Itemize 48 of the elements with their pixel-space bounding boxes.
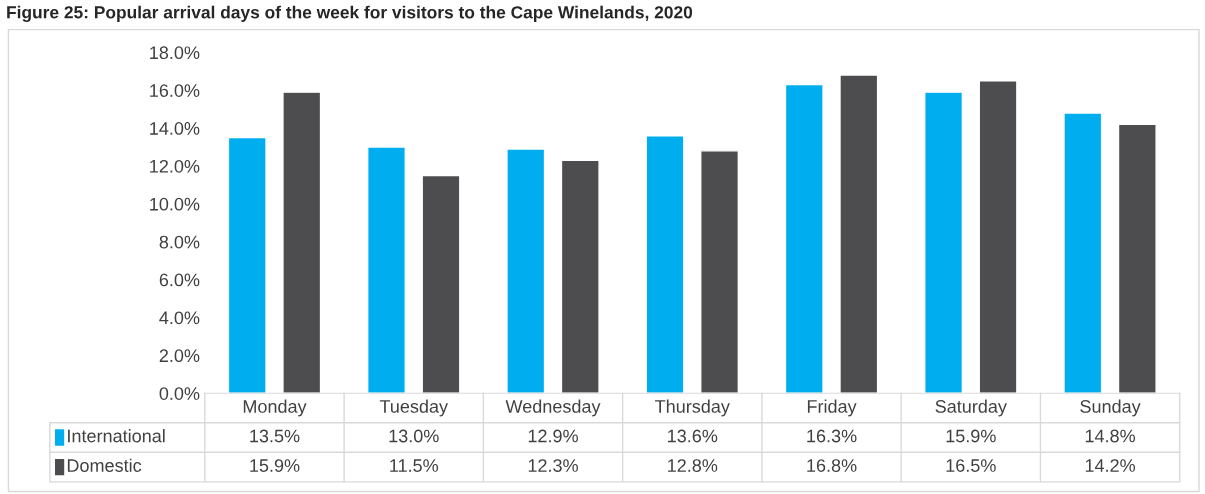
data-label: 16.8% <box>807 459 857 472</box>
data-label: 16.5% <box>946 459 996 472</box>
legend-label: Domestic <box>67 458 142 472</box>
legend-label: International <box>68 429 165 443</box>
data-label: 13.5% <box>250 429 300 443</box>
y-tick-label: 6.0% <box>159 273 200 287</box>
data-label: 15.9% <box>946 429 996 443</box>
bar <box>784 83 824 394</box>
bar <box>924 91 964 394</box>
data-label: 14.2% <box>1085 459 1136 472</box>
x-tick-label: Monday <box>243 399 307 417</box>
data-label: 11.5% <box>390 459 439 472</box>
bar <box>645 134 685 394</box>
x-tick-label: Wednesday <box>505 399 601 417</box>
y-tick-label: 18.0% <box>150 46 200 60</box>
y-tick-label: 0.0% <box>159 387 200 400</box>
y-tick-label: 16.0% <box>150 84 200 97</box>
data-label: 13.0% <box>389 429 439 443</box>
bar <box>421 174 461 394</box>
x-tick-label: Tuesday <box>379 399 448 417</box>
x-tick-label: Sunday <box>1080 399 1141 417</box>
y-tick-label: 4.0% <box>159 311 200 325</box>
data-label: 12.9% <box>528 429 578 443</box>
bar <box>366 146 406 394</box>
chart-title: Figure 25: Popular arrival days of the week for visitors to the Cape Winelands, 2020 <box>7 5 693 22</box>
x-tick-label: Saturday <box>935 399 1007 417</box>
bar <box>227 136 267 394</box>
bar <box>700 150 740 394</box>
data-label: 13.6% <box>668 429 718 443</box>
y-tick-label: 8.0% <box>159 235 200 249</box>
bar <box>978 80 1018 394</box>
bar <box>506 148 546 394</box>
bar <box>839 74 879 394</box>
bar <box>1117 123 1157 394</box>
bar <box>1063 112 1103 394</box>
data-label: 15.9% <box>250 459 300 472</box>
y-tick-label: 10.0% <box>150 197 200 211</box>
data-label: 16.3% <box>807 429 857 443</box>
data-label: 14.8% <box>1085 429 1136 443</box>
y-tick-label: 14.0% <box>150 122 200 135</box>
data-label: 12.3% <box>528 459 578 472</box>
y-tick-label: 12.0% <box>150 159 200 173</box>
x-tick-label: Friday <box>807 399 857 417</box>
y-tick-label: 2.0% <box>159 349 200 363</box>
bar <box>560 159 600 394</box>
bar <box>282 91 322 394</box>
data-label: 12.8% <box>668 459 718 472</box>
x-tick-label: Thursday <box>655 399 730 417</box>
